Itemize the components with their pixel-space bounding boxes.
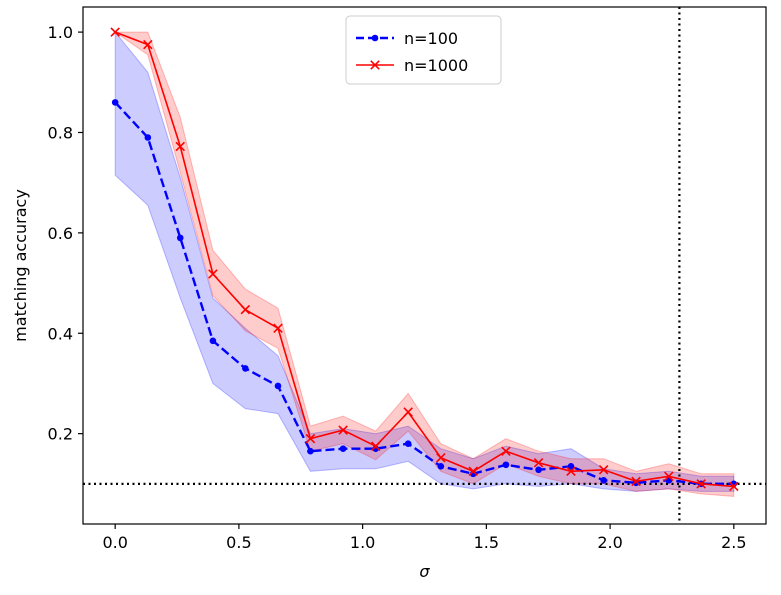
legend-label-n100: n=100: [404, 29, 458, 48]
point-n1000: [273, 323, 283, 334]
point-n1000: [208, 269, 218, 279]
reference-lines: [83, 7, 766, 524]
point-n1000: [468, 466, 479, 477]
legend-box: [345, 15, 502, 85]
x-tick-label: 2.0: [597, 533, 622, 552]
point-n1000: [501, 446, 511, 456]
y-tick-label: 0.4: [48, 324, 73, 343]
point-n100: [567, 462, 575, 470]
x-tick-label: 0.5: [226, 533, 251, 552]
x-tick-label: 0.0: [102, 533, 127, 552]
y-axis-label: matching accuracy: [11, 189, 30, 342]
point-n1000: [663, 471, 674, 482]
y-tick-label: 0.6: [48, 224, 73, 243]
point-n1000: [631, 476, 641, 487]
point-n100: [274, 382, 282, 390]
x-tick-label: 1.5: [474, 533, 499, 552]
point-n1000: [696, 479, 706, 489]
point-n100: [600, 477, 607, 484]
confidence-bands: [113, 30, 735, 497]
plot-frame: [82, 6, 767, 525]
y-tick-label: 1.0: [48, 23, 73, 42]
point-n1000: [533, 457, 544, 468]
point-n1000: [175, 141, 186, 152]
point-n100: [209, 337, 217, 345]
point-n1000: [403, 407, 413, 417]
band-n1000: [113, 31, 735, 497]
y-axis: 0.2 0.4 0.6 0.8 1.0: [48, 23, 83, 444]
point-n1000: [370, 441, 381, 451]
band-n100: [114, 30, 735, 492]
legend: n=100 n=1000: [345, 15, 502, 85]
point-n1000: [305, 433, 316, 444]
point-n1000: [598, 465, 609, 475]
point-n100: [339, 445, 347, 453]
legend-marker-n1000: [370, 60, 380, 70]
series-line-n100: [114, 101, 734, 485]
point-n100: [242, 365, 249, 372]
point-n100: [502, 461, 510, 469]
legend-label-n1000: n=1000: [404, 56, 468, 75]
point-n1000: [566, 466, 576, 477]
y-tick-label: 0.2: [48, 425, 73, 444]
point-n100: [111, 99, 119, 106]
point-n1000: [240, 304, 251, 315]
legend-marker-n100: [371, 34, 379, 42]
point-n1000: [143, 39, 153, 50]
x-axis-label: σ: [419, 562, 430, 581]
point-n1000: [729, 481, 739, 492]
point-n1000: [436, 452, 446, 463]
point-n1000: [110, 27, 120, 37]
point-n1000: [338, 425, 348, 435]
point-n100: [535, 466, 542, 474]
point-n100: [144, 134, 152, 141]
x-axis: 0.0 0.5 1.0 1.5 2.0 2.5: [102, 524, 747, 552]
point-n100: [176, 234, 184, 242]
point-n100: [307, 447, 314, 455]
point-n100: [404, 440, 412, 447]
x-tick-label: 2.5: [721, 533, 746, 552]
series-line-n1000: [114, 31, 734, 488]
point-n100: [437, 462, 445, 470]
y-tick-label: 0.8: [48, 123, 73, 142]
series-lines: [110, 27, 739, 492]
x-tick-label: 1.0: [350, 533, 375, 552]
